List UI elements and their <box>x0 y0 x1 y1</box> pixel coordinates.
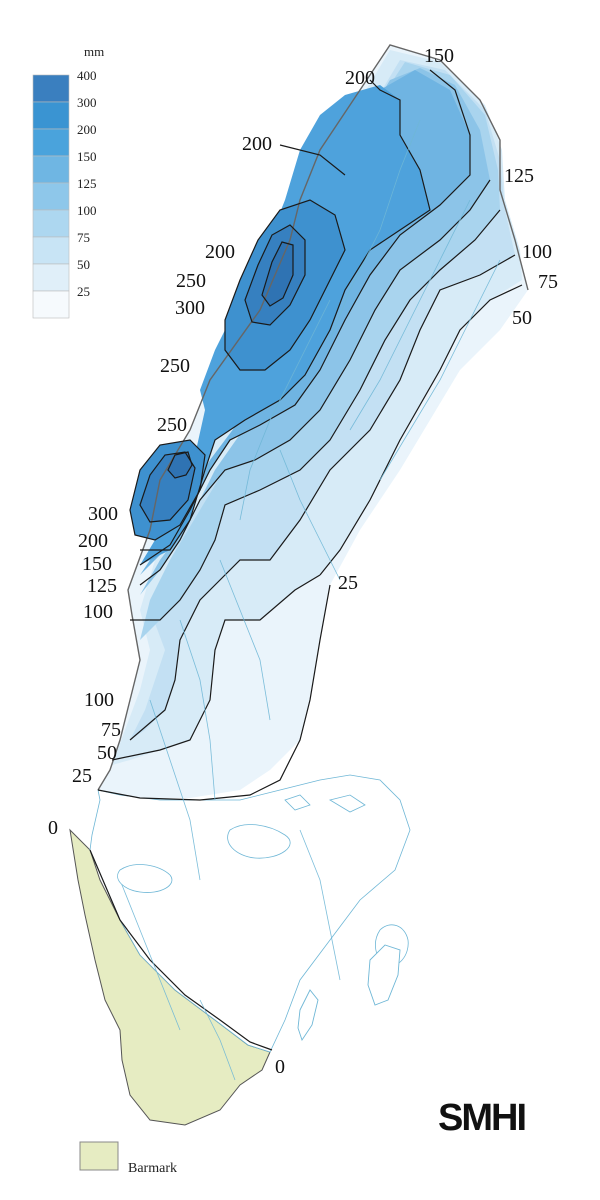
contour-250-sw <box>129 439 206 541</box>
legend-label-150: 150 <box>77 149 97 164</box>
zone-0-25 <box>89 774 411 1053</box>
label-50-e: 50 <box>512 307 532 329</box>
legend-label-75: 75 <box>77 230 90 245</box>
legend-label-100: 100 <box>77 203 97 218</box>
smhi-logo: SMHI <box>438 1097 525 1139</box>
label-200-nw: 200 <box>242 133 272 155</box>
legend-color-boxes: 400 300 200 150 125 100 75 50 25 <box>32 68 97 319</box>
label-200-n: 200 <box>345 67 375 89</box>
legend-swatch-300 <box>32 101 70 130</box>
legend-label-25: 25 <box>77 284 90 299</box>
legend: mm 400 300 200 150 125 100 75 50 25 <box>32 44 104 319</box>
barmark-swatch <box>79 1141 119 1171</box>
contour-0 <box>89 849 273 1051</box>
legend-swatch-150 <box>32 155 70 184</box>
contour-300-north <box>244 224 306 326</box>
label-0-w: 0 <box>48 817 58 839</box>
contour-50-east <box>319 284 523 576</box>
contour-50-south <box>111 574 321 761</box>
label-150-ne: 150 <box>424 45 454 67</box>
contour-125 <box>139 179 491 586</box>
label-250-mid: 250 <box>160 355 190 377</box>
contour-300-sw <box>139 451 196 523</box>
zone-400-north <box>262 242 293 306</box>
label-100-e: 100 <box>522 241 552 263</box>
label-25-s: 25 <box>72 765 92 787</box>
label-250-sw: 250 <box>157 414 187 436</box>
legend-label-300: 300 <box>77 95 97 110</box>
contour-labels: 150 200 200 125 200 100 250 75 300 50 25… <box>48 45 558 1078</box>
contour-200-nw <box>279 144 346 176</box>
contour-25 <box>97 584 331 801</box>
label-150-sw: 150 <box>82 553 112 575</box>
label-125-e: 125 <box>504 165 534 187</box>
label-0-se: 0 <box>275 1056 285 1078</box>
legend-swatch-50 <box>32 263 70 292</box>
legend-swatch-125 <box>32 182 70 211</box>
island-oland <box>297 989 319 1042</box>
contour-400-sw <box>167 451 193 479</box>
legend-swatch-200 <box>32 128 70 157</box>
legend-swatch-25 <box>32 290 70 319</box>
contour-200 <box>140 79 431 551</box>
label-100-s: 100 <box>84 689 114 711</box>
hydrography <box>117 119 501 1081</box>
label-100-sw: 100 <box>83 601 113 623</box>
label-250-w: 250 <box>176 270 206 292</box>
label-50-s: 50 <box>97 742 117 764</box>
contour-400-north <box>261 241 294 307</box>
label-200-sw: 200 <box>78 530 108 552</box>
legend-swatch-100 <box>32 209 70 238</box>
label-300-w: 300 <box>175 297 205 319</box>
legend-unit: mm <box>84 44 104 59</box>
legend-label-125: 125 <box>77 176 97 191</box>
legend-label-50: 50 <box>77 257 90 272</box>
legend-label-400: 400 <box>77 68 97 83</box>
legend-swatch-75 <box>32 236 70 265</box>
country-border <box>97 44 529 791</box>
contour-75 <box>129 254 516 741</box>
barmark-label: Barmark <box>128 1161 177 1176</box>
label-75-e: 75 <box>538 271 558 293</box>
label-125-sw: 125 <box>87 575 117 597</box>
legend-swatch-400 <box>32 74 70 103</box>
barmark-legend: Barmark <box>79 1141 177 1176</box>
island-gotland <box>367 944 401 1006</box>
legend-label-200: 200 <box>77 122 97 137</box>
label-200-w: 200 <box>205 241 235 263</box>
label-75-s: 75 <box>101 719 121 741</box>
snow-zones <box>89 45 528 1053</box>
label-25-e: 25 <box>338 572 358 594</box>
label-300-sw: 300 <box>88 503 118 525</box>
contour-250-north <box>224 199 346 371</box>
